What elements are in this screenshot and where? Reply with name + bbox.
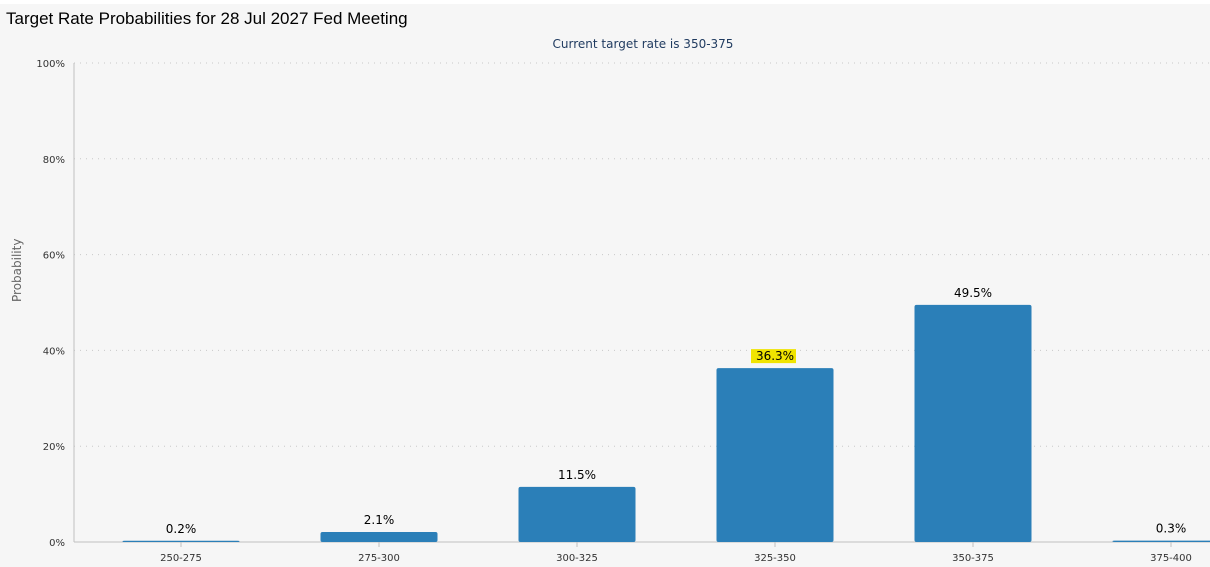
bar [914, 304, 1032, 542]
x-tick-label: 250-275 [160, 553, 202, 564]
x-tick-label: 275-300 [358, 553, 400, 564]
top-strip [0, 0, 1210, 4]
data-label-highlight [751, 349, 796, 364]
x-tick-label: 375-400 [1150, 553, 1192, 564]
y-tick-label: 0% [49, 538, 65, 549]
y-tick-label: 100% [36, 59, 65, 70]
bar [1112, 540, 1210, 542]
bar [122, 540, 240, 542]
y-tick-label: 20% [43, 442, 65, 453]
data-label: 0.3% [1156, 522, 1187, 536]
data-label: 0.2% [166, 522, 197, 536]
y-tick-label: 40% [43, 346, 65, 357]
x-tick-label: 325-350 [754, 553, 796, 564]
x-tick-label: 300-325 [556, 553, 598, 564]
bar [716, 368, 834, 542]
chart-subtitle: Current target rate is 350-375 [552, 37, 734, 51]
data-label: 11.5% [558, 468, 596, 482]
x-tick-label: 350-375 [952, 553, 994, 564]
y-tick-label: 60% [43, 251, 65, 262]
data-label: 49.5% [954, 286, 992, 300]
y-tick-label: 80% [43, 155, 65, 166]
window-title: Target Rate Probabilities for 28 Jul 202… [6, 9, 408, 28]
bar [518, 486, 636, 542]
data-label: 2.1% [364, 513, 395, 527]
bar [320, 531, 438, 542]
data-label: 36.3% [756, 349, 794, 363]
